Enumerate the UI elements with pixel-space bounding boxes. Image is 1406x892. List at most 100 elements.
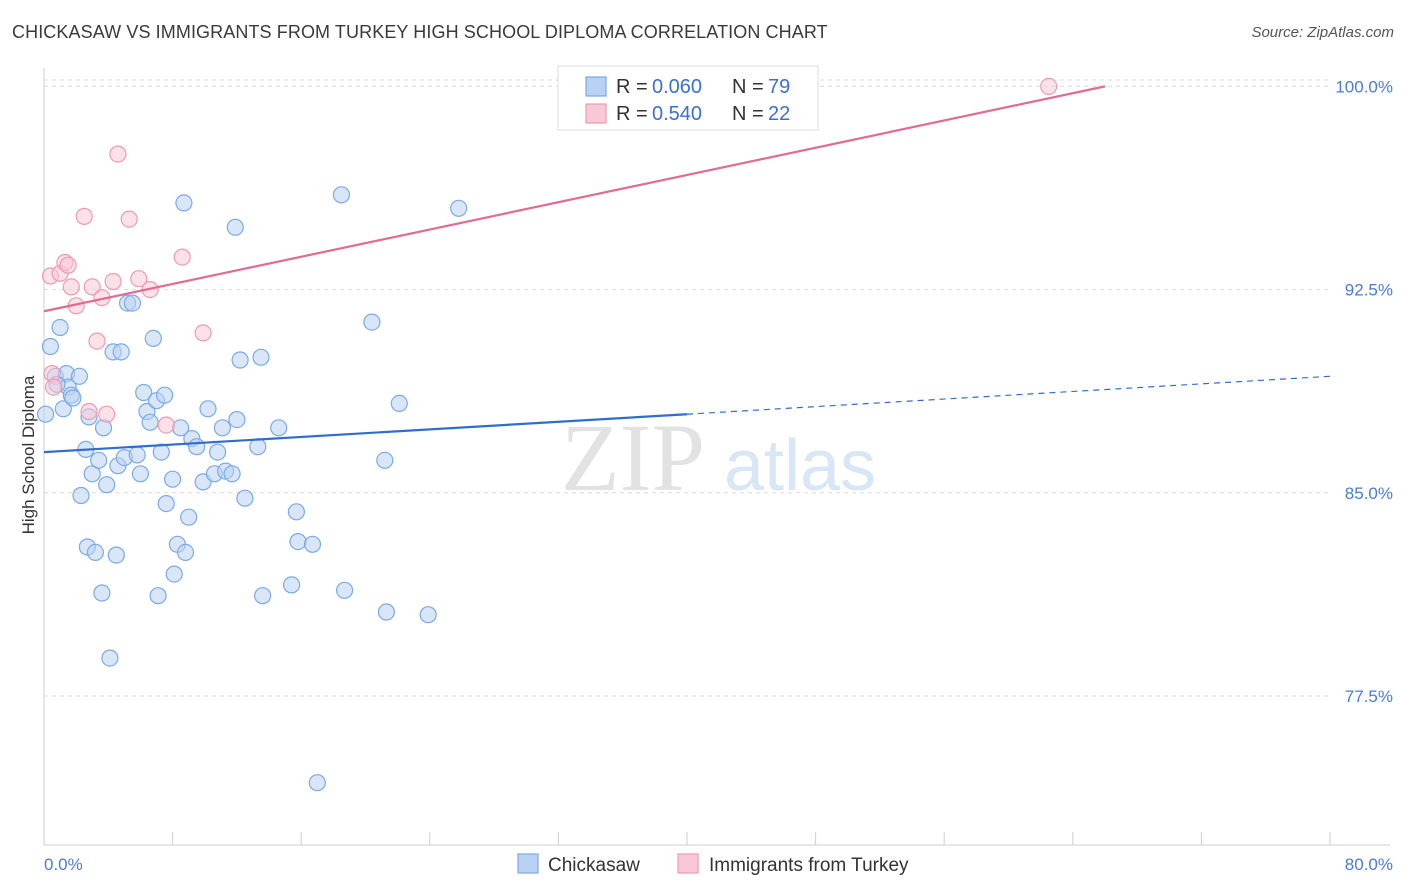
scatter-points: [36, 77, 1058, 792]
watermark-atlas: atlas: [724, 426, 876, 506]
chickasaw-point-66: [303, 535, 322, 553]
y-tick-label-3: 77.5%: [1345, 687, 1393, 706]
chickasaw-point-45: [180, 508, 198, 526]
chickasaw-point-3: [51, 318, 69, 337]
chickasaw-point-62: [270, 419, 288, 437]
chickasaw-point-27: [123, 294, 141, 312]
y-tick-label-0: 100.0%: [1335, 77, 1393, 96]
chickasaw-point-22: [107, 546, 125, 564]
chickasaw-point-67: [308, 774, 326, 792]
chickasaw-point-9: [70, 367, 89, 385]
chickasaw-point-20: [101, 649, 119, 667]
axes: [43, 68, 1390, 846]
turkey-point-14: [104, 272, 122, 291]
chickasaw-point-39: [164, 470, 182, 488]
chickasaw-point-40: [165, 565, 183, 583]
chickasaw-point-75: [450, 199, 468, 217]
chickasaw-point-51: [209, 443, 227, 461]
chickasaw-point-55: [226, 218, 244, 236]
chickasaw-point-16: [90, 451, 108, 469]
chickasaw-point-56: [228, 411, 246, 429]
stats-swatch-chickasaw: [585, 76, 607, 97]
chickasaw-point-4: [54, 400, 72, 418]
legend-swatch-chickasaw: [517, 853, 539, 874]
turkey-point-6: [62, 278, 80, 296]
source-label: Source: ZipAtlas.com: [1251, 24, 1394, 41]
chickasaw-point-61: [254, 587, 272, 605]
chickasaw-point-74: [419, 606, 437, 624]
turkey-point-9: [80, 402, 98, 421]
stats-n-value-2: 22: [768, 103, 790, 125]
stats-swatch-turkey: [585, 103, 607, 124]
stats-n-label-2: N =: [732, 103, 764, 125]
gridlines: [44, 79, 1330, 697]
legend-label-chickasaw: Chickasaw: [548, 855, 640, 876]
chickasaw-point-65: [289, 532, 307, 551]
chickasaw-point-71: [376, 451, 394, 469]
stats-r-label-2: R =: [616, 103, 648, 125]
legend-label-turkey: Immigrants from Turkey: [709, 855, 909, 876]
chickasaw-point-17: [93, 584, 111, 602]
chickasaw-point-33: [144, 329, 162, 347]
y-axis-label: High School Diploma: [19, 375, 38, 534]
chickasaw-point-72: [377, 603, 395, 621]
chickasaw-point-49: [199, 400, 217, 418]
chickasaw-point-59: [249, 438, 267, 456]
stats-legend: R = 0.060 N = 79 R = 0.540 N = 22: [557, 65, 819, 131]
chickasaw-point-47: [188, 438, 206, 456]
watermark-zip: ZIP: [561, 404, 705, 511]
turkey-point-17: [130, 270, 148, 288]
chickasaw-point-60: [252, 348, 270, 366]
stats-r-value-1: 0.060: [652, 76, 702, 98]
stats-r-value-2: 0.540: [652, 103, 702, 125]
chickasaw-point-36: [152, 443, 170, 461]
chickasaw-point-73: [390, 394, 408, 412]
chickasaw-point-44: [176, 543, 195, 562]
chickasaw-point-38: [157, 495, 175, 513]
chickasaw-point-43: [175, 194, 193, 212]
stats-r-label-1: R =: [616, 76, 648, 98]
chickasaw-point-68: [332, 186, 350, 204]
turkey-point-8: [75, 207, 93, 225]
chickasaw-point-15: [86, 543, 105, 562]
turkey-point-10: [83, 278, 101, 296]
chickasaw-point-54: [223, 465, 241, 483]
chickasaw-point-52: [213, 419, 231, 437]
x-max-label: 80.0%: [1345, 855, 1393, 874]
chickasaw-point-1: [41, 337, 60, 356]
turkey-trend-line: [43, 85, 1106, 313]
chickasaw-point-8: [64, 389, 82, 407]
chickasaw-trend-line: [43, 413, 688, 454]
y-tick-labels: 100.0% 92.5% 85.0% 77.5%: [1335, 77, 1393, 706]
turkey-point-22: [1040, 77, 1058, 96]
turkey-point-21: [194, 324, 212, 342]
chickasaw-point-70: [363, 313, 381, 331]
turkey-point-2: [44, 378, 63, 396]
x-min-label: 0.0%: [44, 855, 83, 874]
chickasaw-point-35: [149, 587, 167, 605]
turkey-point-13: [98, 405, 116, 423]
chickasaw-point-19: [98, 476, 116, 494]
chickasaw-point-29: [131, 465, 149, 483]
chickasaw-point-24: [112, 343, 130, 361]
y-tick-label-2: 85.0%: [1345, 484, 1393, 503]
chickasaw-point-28: [128, 446, 146, 464]
chickasaw-point-63: [283, 576, 301, 594]
chart-title: CHICKASAW VS IMMIGRANTS FROM TURKEY HIGH…: [12, 22, 828, 42]
legend-swatch-turkey: [677, 853, 699, 874]
trend-lines: [43, 85, 1331, 454]
chickasaw-point-58: [236, 489, 254, 507]
chickasaw-point-30: [135, 383, 153, 402]
turkey-point-11: [88, 332, 106, 350]
chickasaw-point-69: [336, 581, 354, 599]
turkey-point-20: [173, 248, 191, 266]
turkey-point-15: [109, 145, 127, 163]
y-tick-label-1: 92.5%: [1345, 281, 1393, 300]
series-legend: Chickasaw Immigrants from Turkey: [517, 853, 909, 876]
turkey-point-19: [157, 416, 175, 434]
watermark: ZIP atlas: [561, 404, 876, 511]
chickasaw-trend-extension: [686, 375, 1331, 415]
chickasaw-point-37: [156, 386, 174, 404]
stats-n-value-1: 79: [768, 76, 790, 98]
